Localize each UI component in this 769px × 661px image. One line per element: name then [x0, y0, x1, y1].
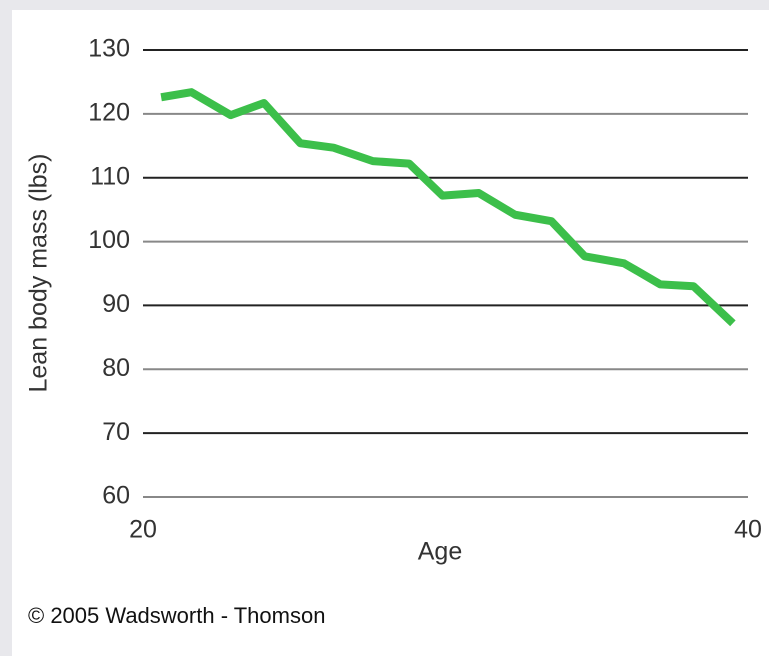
y-tick-label: 130 [88, 35, 130, 63]
y-tick-label: 90 [102, 290, 130, 318]
x-axis-label: Age [418, 538, 462, 566]
y-tick-label: 80 [102, 354, 130, 382]
y-tick-label: 70 [102, 418, 130, 446]
x-tick-label: 20 [129, 516, 157, 544]
y-tick-label: 110 [90, 162, 130, 190]
panel [12, 10, 769, 656]
y-axis-label: Lean body mass (lbs) [25, 153, 53, 392]
y-tick-label: 100 [88, 226, 130, 254]
x-tick-label: 40 [734, 516, 762, 544]
y-tick-label: 120 [88, 98, 130, 126]
y-tick-label: 60 [102, 482, 130, 510]
credit: © 2005 Wadsworth - Thomson [28, 603, 325, 628]
data-line [160, 88, 736, 327]
